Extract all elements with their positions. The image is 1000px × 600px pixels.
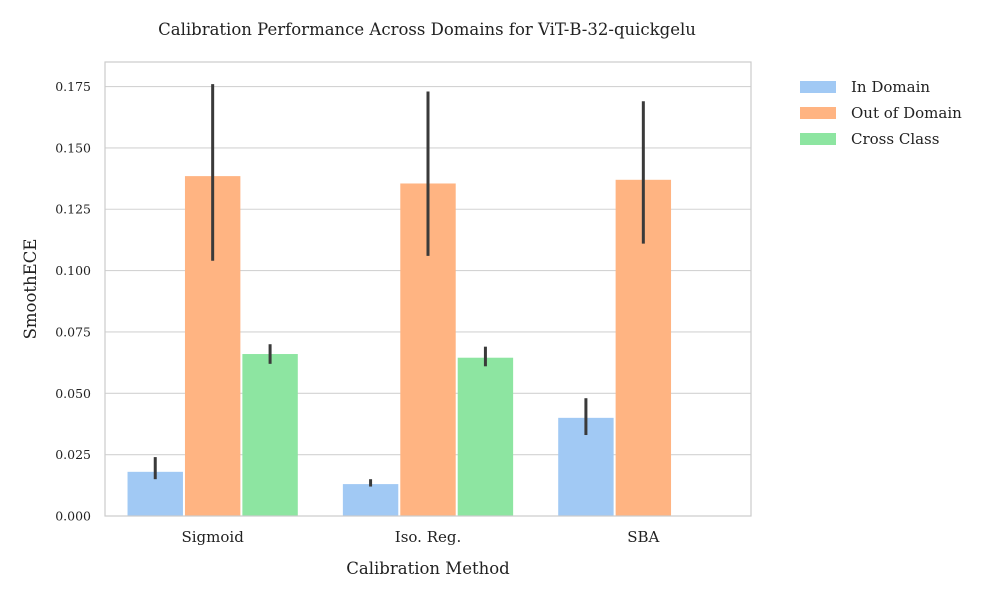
legend-swatch	[800, 107, 836, 119]
bar[interactable]	[342, 484, 399, 516]
y-tick-label: 0.050	[55, 386, 91, 401]
bars	[127, 176, 672, 516]
y-axis-ticks: 0.000 0.025 0.050 0.075 0.100 0.125 0.150 0.175	[55, 79, 91, 523]
x-tick-label: SBA	[627, 528, 659, 546]
y-tick-label: 0.075	[55, 324, 91, 339]
legend-label: Cross Class	[851, 130, 939, 148]
y-axis-title: SmoothECE	[21, 239, 40, 340]
legend[interactable]: In Domain Out of Domain Cross Class	[800, 78, 962, 148]
legend-swatch	[800, 133, 836, 145]
bar[interactable]	[457, 357, 514, 516]
plot-frame	[104, 61, 752, 517]
y-tick-label: 0.175	[55, 79, 91, 94]
y-tick-label: 0.150	[55, 140, 91, 155]
y-tick-label: 0.125	[55, 202, 91, 217]
x-tick-label: Iso. Reg.	[395, 528, 461, 546]
x-axis-title: Calibration Method	[346, 559, 510, 578]
x-axis-ticks: Sigmoid Iso. Reg. SBA	[181, 528, 659, 546]
legend-label: Out of Domain	[851, 104, 962, 122]
y-tick-label: 0.000	[55, 509, 91, 524]
legend-label: In Domain	[851, 78, 930, 96]
y-tick-label: 0.100	[55, 263, 91, 278]
bar[interactable]	[242, 354, 298, 516]
error-bars	[153, 84, 645, 487]
x-tick-label: Sigmoid	[181, 528, 244, 546]
chart-title: Calibration Performance Across Domains f…	[158, 20, 696, 39]
legend-swatch	[800, 81, 836, 93]
y-tick-label: 0.025	[55, 447, 91, 462]
